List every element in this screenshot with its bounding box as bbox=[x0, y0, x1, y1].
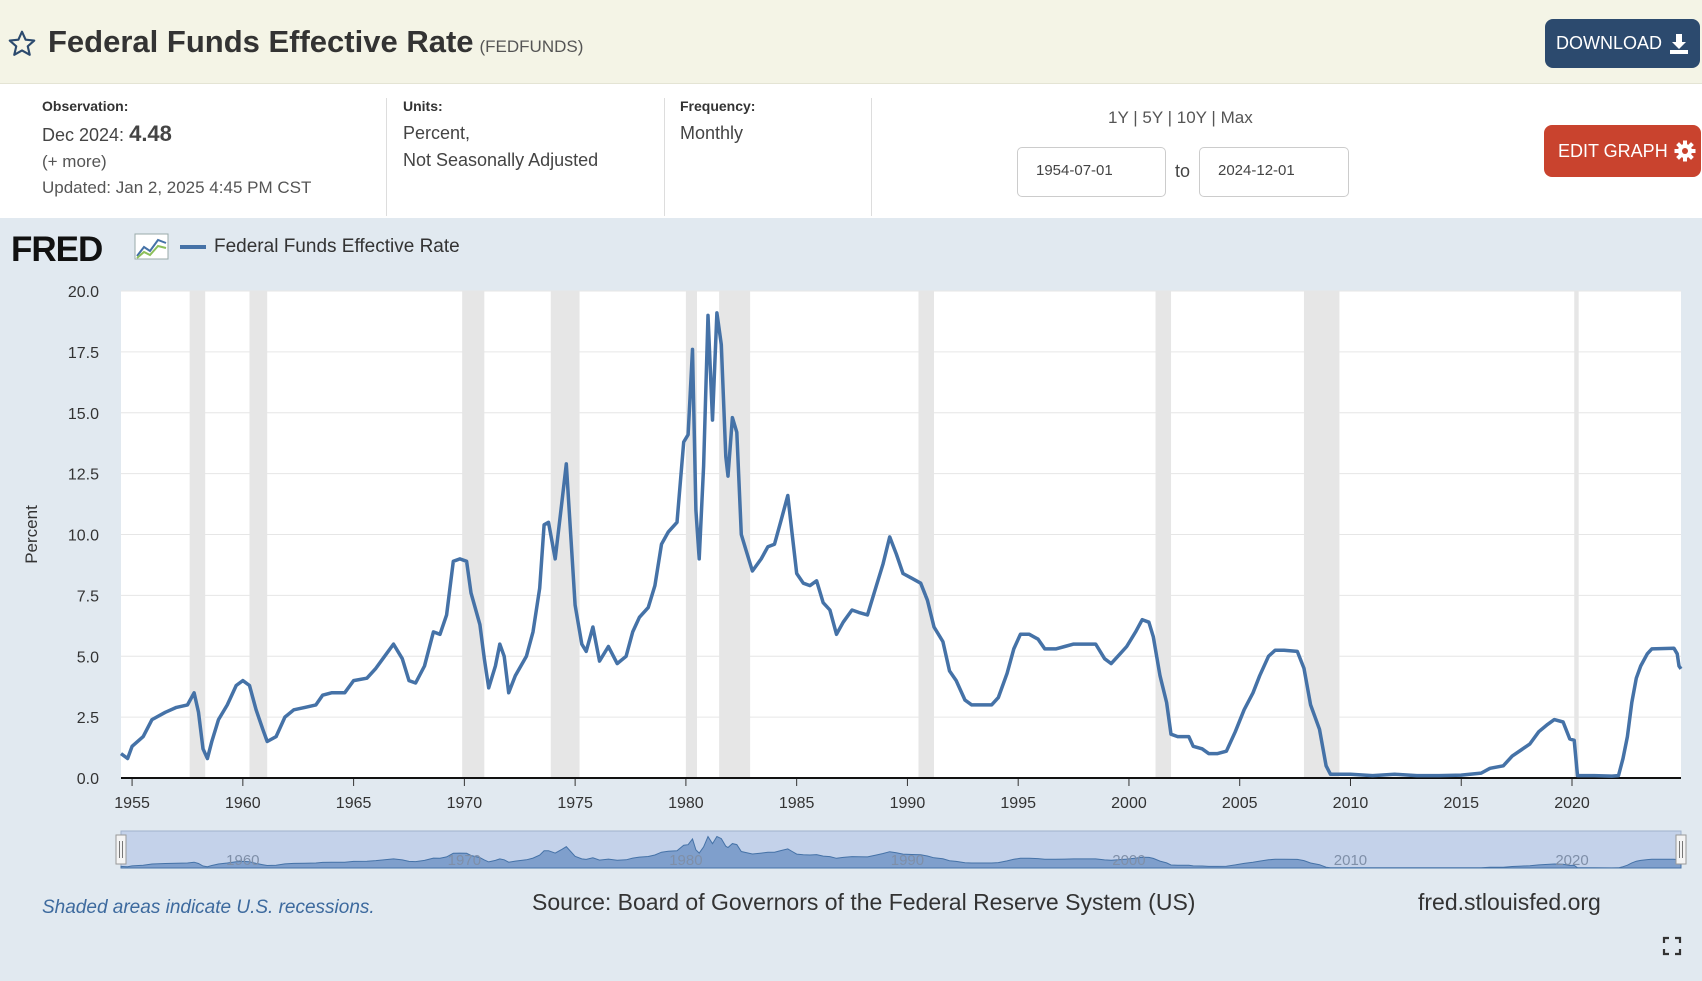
chart-legend: Federal Funds Effective Rate bbox=[180, 236, 460, 258]
edit-graph-button[interactable]: EDIT GRAPH bbox=[1544, 125, 1701, 177]
frequency-block: Frequency: Monthly bbox=[680, 98, 755, 147]
x-tick-label: 2000 bbox=[1111, 795, 1147, 812]
site-link[interactable]: fred.stlouisfed.org bbox=[1418, 889, 1601, 915]
range-max[interactable]: Max bbox=[1220, 108, 1253, 127]
units-line2: Not Seasonally Adjusted bbox=[403, 150, 599, 170]
download-icon bbox=[1670, 33, 1689, 54]
more-link[interactable]: (+ more) bbox=[42, 152, 107, 171]
legend-label: Federal Funds Effective Rate bbox=[214, 236, 460, 257]
navigator-label: 2010 bbox=[1334, 852, 1367, 869]
units-label: Units: bbox=[403, 98, 443, 114]
fred-logo: FRED bbox=[11, 230, 103, 269]
navigator-label: 1960 bbox=[226, 852, 259, 869]
recession-note: Shaded areas indicate U.S. recessions. bbox=[42, 897, 375, 918]
navigator-label: 1970 bbox=[448, 852, 481, 869]
x-tick-label: 1990 bbox=[890, 795, 926, 812]
legend-swatch bbox=[180, 245, 206, 249]
y-tick-label: 7.5 bbox=[77, 588, 99, 605]
units-line1: Percent, bbox=[403, 123, 471, 143]
frequency-value: Monthly bbox=[680, 123, 744, 143]
navigator-label: 2020 bbox=[1555, 852, 1588, 869]
fullscreen-icon[interactable] bbox=[1662, 936, 1682, 956]
start-date-input[interactable]: 1954-07-01 bbox=[1017, 147, 1166, 197]
range-links: 1Y | 5Y | 10Y | Max bbox=[1108, 108, 1253, 127]
page-title: Federal Funds Effective Rate (FEDFUNDS) bbox=[48, 24, 583, 60]
x-tick-label: 1955 bbox=[114, 795, 150, 812]
range-5y[interactable]: 5Y bbox=[1142, 108, 1163, 127]
y-tick-label: 12.5 bbox=[68, 467, 99, 484]
x-tick-label: 1985 bbox=[779, 795, 815, 812]
observation-date: Dec 2024: bbox=[42, 125, 125, 145]
to-label: to bbox=[1175, 161, 1191, 181]
range-1y[interactable]: 1Y bbox=[1108, 108, 1129, 127]
x-tick-label: 1970 bbox=[447, 795, 483, 812]
series-line bbox=[119, 311, 1683, 778]
y-tick-label: 15.0 bbox=[68, 406, 99, 423]
observation-label: Observation: bbox=[42, 98, 129, 114]
range-10y[interactable]: 10Y bbox=[1176, 108, 1207, 127]
navigator-handle bbox=[115, 834, 127, 865]
divider bbox=[664, 98, 665, 216]
updated-label: Updated: bbox=[42, 178, 111, 197]
observation-value: 4.48 bbox=[129, 121, 172, 146]
navigator-label: 2000 bbox=[1112, 852, 1145, 869]
frequency-label: Frequency: bbox=[680, 98, 756, 114]
y-axis-label: Percent bbox=[22, 505, 41, 564]
fedfunds-chart: 0.0 2.5 5.0 7.5 10.0 12.5 15.0 17.5 20.0 1955 1960… bbox=[22, 284, 1687, 869]
x-tick-label: 2005 bbox=[1222, 795, 1258, 812]
edit-graph-label: EDIT GRAPH bbox=[1558, 140, 1668, 161]
divider bbox=[871, 98, 872, 216]
x-tick-label: 1995 bbox=[1000, 795, 1036, 812]
star-icon[interactable] bbox=[6, 28, 38, 60]
trend-logo-icon bbox=[134, 233, 169, 260]
x-tick-label: 1960 bbox=[225, 795, 261, 812]
y-tick-label: 2.5 bbox=[77, 710, 99, 727]
header-bar: Federal Funds Effective Rate (FEDFUNDS) D… bbox=[0, 0, 1702, 84]
download-button[interactable]: DOWNLOAD bbox=[1545, 19, 1700, 68]
y-tick-label: 20.0 bbox=[68, 284, 99, 301]
x-tick-label: 2020 bbox=[1554, 795, 1590, 812]
source-text: Source: Board of Governors of the Federa… bbox=[532, 889, 1196, 915]
navigator-handle bbox=[1675, 834, 1687, 865]
gear-icon bbox=[1674, 140, 1696, 162]
observation-block: Observation: Dec 2024: 4.48 (+ more) Upd… bbox=[42, 98, 311, 201]
updated-value: Jan 2, 2025 4:45 PM CST bbox=[115, 178, 312, 197]
y-tick-label: 5.0 bbox=[77, 649, 99, 666]
series-meta: Observation: Dec 2024: 4.48 (+ more) Upd… bbox=[0, 84, 1702, 217]
x-tick-label: 1965 bbox=[336, 795, 372, 812]
x-tick-label: 2010 bbox=[1333, 795, 1369, 812]
navigator-label: 1980 bbox=[669, 852, 702, 869]
divider bbox=[386, 98, 387, 216]
title-text: Federal Funds Effective Rate bbox=[48, 24, 474, 59]
series-id: (FEDFUNDS) bbox=[479, 37, 584, 56]
end-date-input[interactable]: 2024-12-01 bbox=[1199, 147, 1349, 197]
navigator-series bbox=[120, 835, 1682, 869]
x-tick-label: 1975 bbox=[557, 795, 593, 812]
x-tick-label: 2015 bbox=[1443, 795, 1479, 812]
units-block: Units: Percent, Not Seasonally Adjusted bbox=[403, 98, 598, 174]
navigator-label: 1990 bbox=[891, 852, 924, 869]
x-tick-label: 1980 bbox=[668, 795, 704, 812]
y-tick-label: 17.5 bbox=[68, 345, 99, 362]
y-tick-label: 10.0 bbox=[68, 528, 99, 545]
y-tick-label: 0.0 bbox=[77, 771, 99, 788]
download-label: DOWNLOAD bbox=[1556, 33, 1663, 53]
